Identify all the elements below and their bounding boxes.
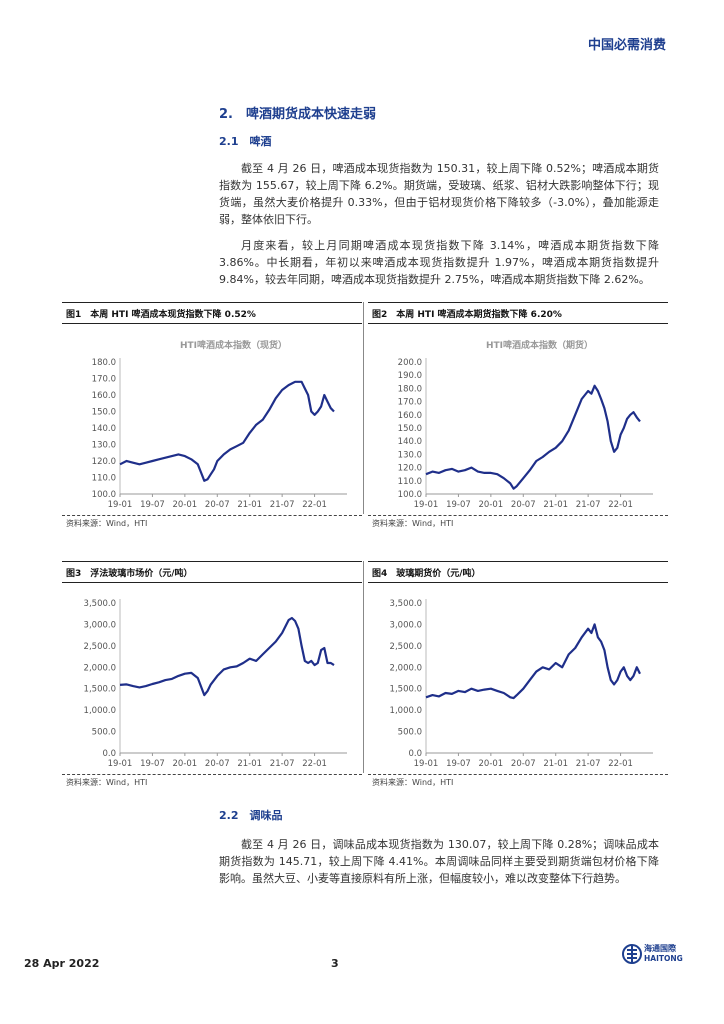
y-tick-label: 100.0 [398,490,422,500]
logo-mark-icon [622,944,642,964]
y-tick-label: 140.0 [92,424,116,434]
y-tick-label: 190.0 [398,371,422,381]
y-tick-label: 170.0 [398,398,422,408]
y-tick-label: 200.0 [398,358,422,368]
y-tick-label: 110.0 [398,477,422,487]
x-tick-label: 19-01 [108,759,133,769]
figure-2-label: 图2 本周 HTI 啤酒成本期货指数下降 6.20% [372,310,562,320]
y-tick-label: 0.0 [102,749,116,759]
y-tick-label: 1,500.0 [84,685,116,695]
x-tick-label: 20-07 [205,500,230,510]
x-tick-label: 19-07 [140,500,165,510]
x-tick-label: 21-07 [270,759,295,769]
x-tick-label: 20-07 [205,759,230,769]
y-tick-label: 3,500.0 [84,599,116,609]
y-tick-label: 3,000.0 [84,620,116,630]
paragraph-beer-2: 月度来看，较上月同期啤酒成本现货指数下降 3.14%，啤酒成本期货指数下降 3.… [219,239,659,286]
y-tick-label: 100.0 [92,490,116,500]
x-tick-label: 21-07 [576,500,601,510]
header-brand: 中国必需消费 [587,38,666,53]
y-tick-label: 2,500.0 [390,642,422,652]
figure-2-source: 资料来源：Wind，HTI [372,519,454,528]
x-tick-label: 20-07 [511,500,536,510]
y-tick-label: 120.0 [398,464,422,474]
y-tick-label: 130.0 [92,441,116,451]
chart-beer-spot: HTI啤酒成本指数（现货） 100.0 110.0 120.0 130.0 140.0 15… [92,339,347,510]
chart-float-glass-price: 0.0 500.0 1,000.0 1,500.0 2,000.0 2,500.0 3,00… [84,599,347,769]
figure-1-source: 资料来源：Wind，HTI [66,519,148,528]
footer-date: 28 Apr 2022 [24,957,100,970]
figure-1-label: 图1 本周 HTI 啤酒成本现货指数下降 0.52% [66,310,256,320]
x-tick-label: 19-07 [446,500,471,510]
chart-title: HTI啤酒成本指数（现货） [180,339,287,351]
y-tick-label: 2,500.0 [84,642,116,652]
section-title: 2. 啤酒期货成本快速走弱 [219,107,376,122]
figure-3-label: 图3 浮法玻璃市场价（元/吨） [66,569,193,579]
chart-beer-futures: HTI啤酒成本指数（期货） 100.0 110.0 120.0 130.0 140.0 15… [398,339,653,510]
figure-divider-2 [363,561,364,773]
x-tick-label: 20-01 [479,500,504,510]
y-tick-label: 160.0 [92,391,116,401]
y-tick-label: 160.0 [398,411,422,421]
y-tick-label: 2,000.0 [390,663,422,673]
y-tick-label: 1,000.0 [84,706,116,716]
series-line [119,616,335,697]
x-tick-label: 21-07 [576,759,601,769]
y-tick-label: 130.0 [398,450,422,460]
y-tick-label: 500.0 [92,728,116,738]
x-tick-label: 22-01 [608,500,633,510]
figure-divider [363,302,364,514]
x-tick-label: 22-01 [608,759,633,769]
x-tick-label: 19-01 [414,759,439,769]
x-tick-label: 20-01 [173,759,198,769]
figure-4-label: 图4 玻璃期货价（元/吨） [372,569,481,579]
y-tick-label: 3,000.0 [390,620,422,630]
paragraph-condiments: 截至 4 月 26 日，调味品成本现货指数为 130.07，较上周下降 0.28… [219,838,659,885]
x-tick-label: 19-07 [140,759,165,769]
x-tick-label: 21-07 [270,500,295,510]
x-tick-label: 20-01 [479,759,504,769]
x-tick-label: 21-01 [237,759,262,769]
y-tick-label: 150.0 [92,408,116,418]
logo-text-en: HAITONG [644,954,683,963]
figure-4-source: 资料来源：Wind，HTI [372,778,454,787]
haitong-logo: 海通国際 HAITONG [622,941,683,969]
subsection-title-condiments: 2.2 调味品 [219,809,283,822]
series-line [119,380,335,482]
y-tick-label: 3,500.0 [390,599,422,609]
y-tick-label: 140.0 [398,437,422,447]
chart-glass-futures-price: 0.0 500.0 1,000.0 1,500.0 2,000.0 2,500.0 3,00… [390,599,653,769]
paragraph-beer-1: 截至 4 月 26 日，啤酒成本现货指数为 150.31，较上周下降 0.52%… [219,162,659,226]
y-tick-label: 1,500.0 [390,685,422,695]
logo-text-cn: 海通国際 [644,944,676,953]
x-tick-label: 22-01 [302,500,327,510]
series-line [425,384,641,490]
x-tick-label: 19-07 [446,759,471,769]
y-tick-label: 180.0 [398,384,422,394]
x-tick-label: 22-01 [302,759,327,769]
y-tick-label: 120.0 [92,457,116,467]
x-tick-label: 20-01 [173,500,198,510]
x-tick-label: 21-01 [237,500,262,510]
y-tick-label: 0.0 [408,749,422,759]
x-tick-label: 21-01 [543,759,568,769]
y-tick-label: 110.0 [92,474,116,484]
y-tick-label: 150.0 [398,424,422,434]
y-tick-label: 180.0 [92,358,116,368]
y-tick-label: 1,000.0 [390,706,422,716]
series-line [425,623,641,700]
y-tick-label: 170.0 [92,375,116,385]
x-tick-label: 20-07 [511,759,536,769]
page-number: 3 [331,957,339,970]
x-tick-label: 19-01 [414,500,439,510]
y-tick-label: 500.0 [398,728,422,738]
y-tick-label: 2,000.0 [84,663,116,673]
chart-title: HTI啤酒成本指数（期货） [486,339,593,351]
x-tick-label: 19-01 [108,500,133,510]
figure-3-source: 资料来源：Wind，HTI [66,778,148,787]
subsection-title-beer: 2.1 啤酒 [219,135,272,148]
x-tick-label: 21-01 [543,500,568,510]
